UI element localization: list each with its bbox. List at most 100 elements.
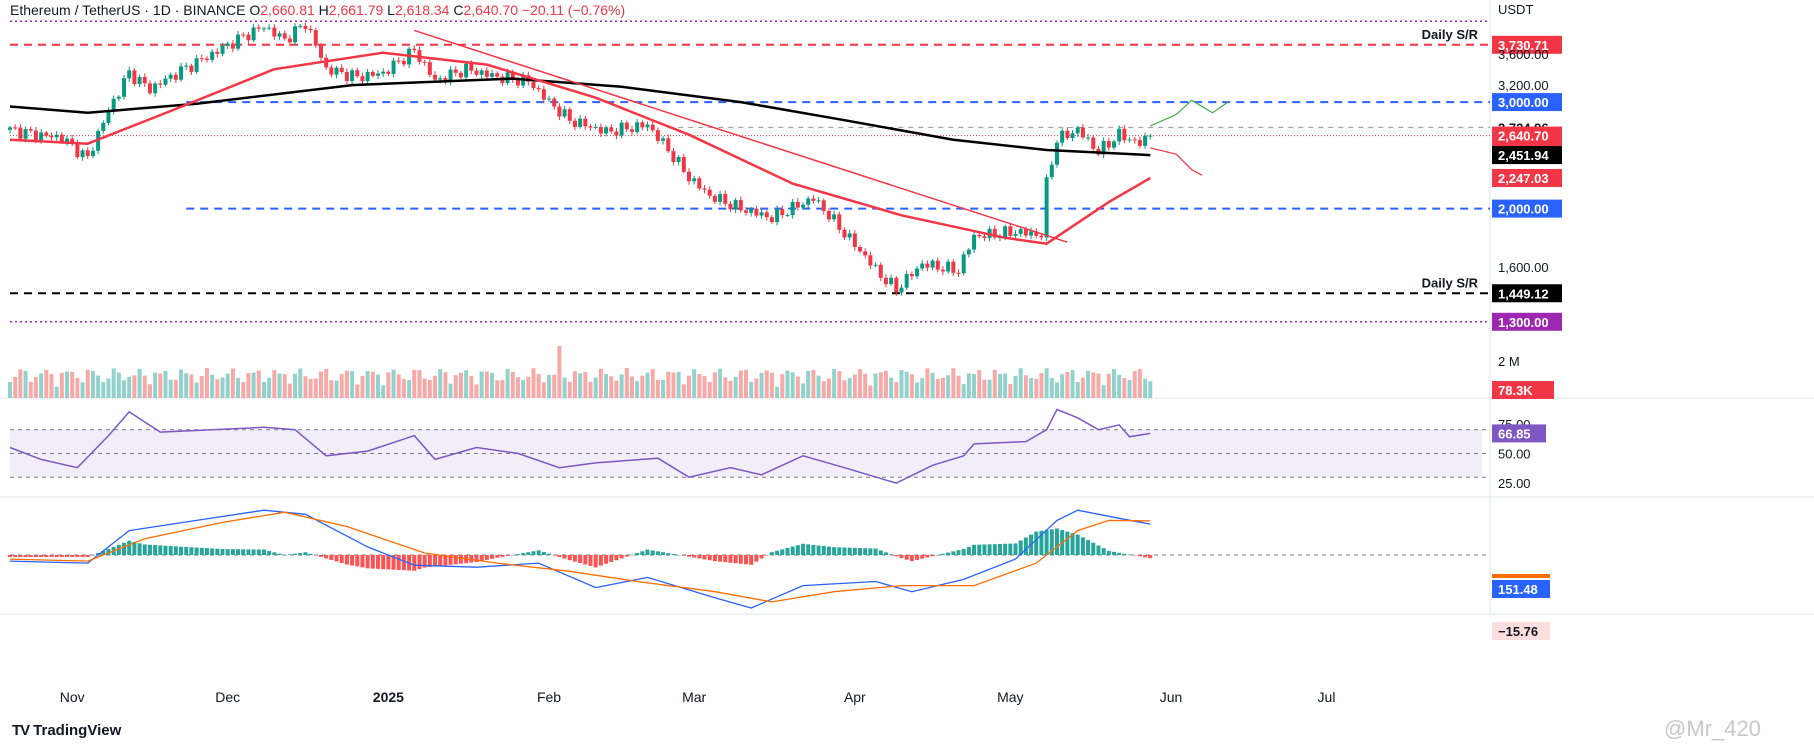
macd-histogram-bar (868, 548, 873, 555)
macd-histogram-bar (298, 552, 303, 555)
macd-histogram-bar (982, 544, 987, 555)
volume-bar (749, 381, 754, 398)
macd-histogram-bar (904, 555, 909, 560)
macd-histogram-bar (1132, 555, 1137, 556)
macd-histogram-bar (44, 555, 49, 558)
candle-body (946, 261, 951, 272)
volume-bar (909, 374, 914, 398)
volume-bar (173, 379, 178, 398)
macd-histogram-bar (303, 552, 308, 555)
candle-body (1101, 140, 1106, 155)
candle-body (469, 63, 474, 71)
volume-bar (433, 375, 438, 398)
volume-bar (868, 385, 873, 398)
macd-histogram-bar (391, 555, 396, 570)
volume-bar (609, 376, 614, 398)
volume-bar (308, 378, 313, 398)
time-axis[interactable]: Nov Dec 2025 Feb Mar Apr May Jun Jul (60, 689, 1336, 705)
macd-histogram-bar (1096, 545, 1101, 555)
candle-body (1039, 235, 1044, 238)
rsi-tick-1: 50.00 (1498, 446, 1531, 461)
macd-histogram-bar (334, 555, 339, 562)
candle-body (718, 194, 723, 202)
volume-bar (28, 381, 33, 398)
horizontal-levels: Daily S/R 3,730.71 3,000.00 2,000.00 Daily S… (10, 20, 1562, 331)
time-tick-7: Jun (1160, 689, 1183, 705)
candle-body (1013, 233, 1018, 236)
candle-body (495, 73, 500, 77)
volume-bar (282, 374, 287, 398)
ohlc-high-label: H (318, 2, 329, 18)
bull-projection (1150, 99, 1229, 127)
macd-histogram-bar (526, 552, 531, 555)
candle-body (604, 127, 609, 134)
macd-histogram-bar (951, 551, 956, 555)
macd-histogram-bar (692, 555, 697, 558)
macd-histogram-bar (733, 555, 738, 564)
macd-histogram-bar (816, 545, 821, 555)
volume-bar (521, 379, 526, 398)
price-axis[interactable]: 2 M75.0050.0025.003,600.003,200.001,600.… (1498, 2, 1549, 491)
macd-histogram-bar (676, 554, 681, 556)
volume-bar (1117, 374, 1122, 398)
volume-bar (832, 369, 837, 398)
candle-body (427, 62, 432, 75)
candle-body (650, 124, 655, 131)
macd-histogram-bar (469, 555, 474, 563)
candle-body (1117, 128, 1122, 142)
macd-histogram-bar (28, 555, 33, 558)
candle-body (1049, 164, 1054, 178)
macd-histogram-bar (490, 555, 495, 559)
candle-body (666, 138, 671, 152)
macd-histogram-bar (220, 549, 225, 555)
candle-body (158, 83, 163, 85)
candle-body (510, 72, 515, 80)
macd-histogram-bar (697, 555, 702, 559)
macd-histogram-bar (510, 554, 515, 556)
volume-bar (142, 375, 147, 398)
macd-histogram-bar (127, 540, 132, 555)
candle-body (132, 70, 137, 85)
candle-body (801, 204, 806, 208)
level-label-3: Daily S/R (1422, 275, 1479, 290)
candle-body (961, 254, 966, 274)
volume-bar (184, 373, 189, 398)
macd-histogram-bar (780, 549, 785, 555)
volume-bar (329, 380, 334, 398)
macd-histogram-bar (769, 552, 774, 555)
candle-body (49, 135, 54, 138)
volume-bar (391, 369, 396, 398)
candle-body (137, 77, 142, 85)
candle-body (484, 70, 489, 77)
candle-body (13, 127, 18, 129)
candle-body (702, 188, 707, 190)
candle-body (106, 110, 111, 123)
symbol-header[interactable]: Ethereum / TetherUS · 1D · BINANCE O2,66… (10, 0, 625, 20)
volume-bar (718, 368, 723, 398)
symbol-title[interactable]: Ethereum / TetherUS · 1D · BINANCE (10, 2, 246, 18)
candle-body (578, 118, 583, 128)
candle-body (583, 118, 588, 127)
candle-body (826, 210, 831, 220)
macd-histogram-bar (308, 553, 313, 555)
watermark-text: @Mr_420 (1664, 716, 1761, 741)
volume-bar (598, 368, 603, 398)
candle-body (1054, 142, 1059, 165)
macd-histogram-bar (946, 552, 951, 555)
macd-histogram-bar (168, 546, 173, 555)
candle-body (215, 51, 220, 54)
candle-body (681, 156, 686, 172)
candle-body (624, 122, 629, 130)
volume-bar (210, 374, 215, 398)
macd-histogram-bar (1065, 531, 1070, 555)
candle-body (210, 51, 215, 60)
volume-bar (1013, 375, 1018, 398)
macd-histogram-bar (1143, 555, 1148, 558)
candle-body (655, 130, 660, 141)
candle-body (153, 83, 158, 94)
volume-bar (1039, 373, 1044, 398)
volume-bar (230, 368, 235, 398)
macd-histogram-bar (801, 543, 806, 555)
tradingview-brand[interactable]: TV TradingView (12, 722, 121, 739)
